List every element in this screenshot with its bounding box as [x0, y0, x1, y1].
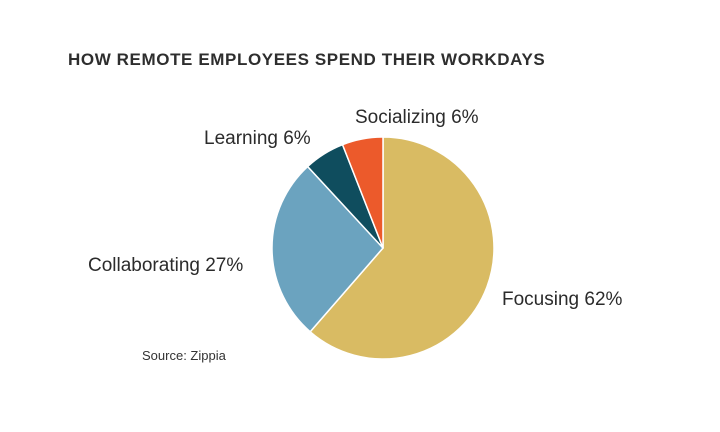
pie-slice-collaborating	[271, 165, 384, 333]
pie-slices	[271, 136, 495, 360]
slice-label-learning: Learning 6%	[204, 128, 311, 149]
slice-label-collaborating: Collaborating 27%	[88, 255, 243, 276]
source-note: Source: Zippia	[142, 348, 226, 363]
chart-title: HOW REMOTE EMPLOYEES SPEND THEIR WORKDAY…	[68, 50, 546, 69]
slice-label-focusing: Focusing 62%	[502, 289, 623, 310]
pie-slice-focusing	[309, 136, 495, 360]
pie-labels: Focusing 62% Collaborating 27% Learning 6%…	[88, 107, 623, 310]
pie-slice-socializing	[341, 136, 384, 249]
slice-label-socializing: Socializing 6%	[355, 107, 479, 128]
